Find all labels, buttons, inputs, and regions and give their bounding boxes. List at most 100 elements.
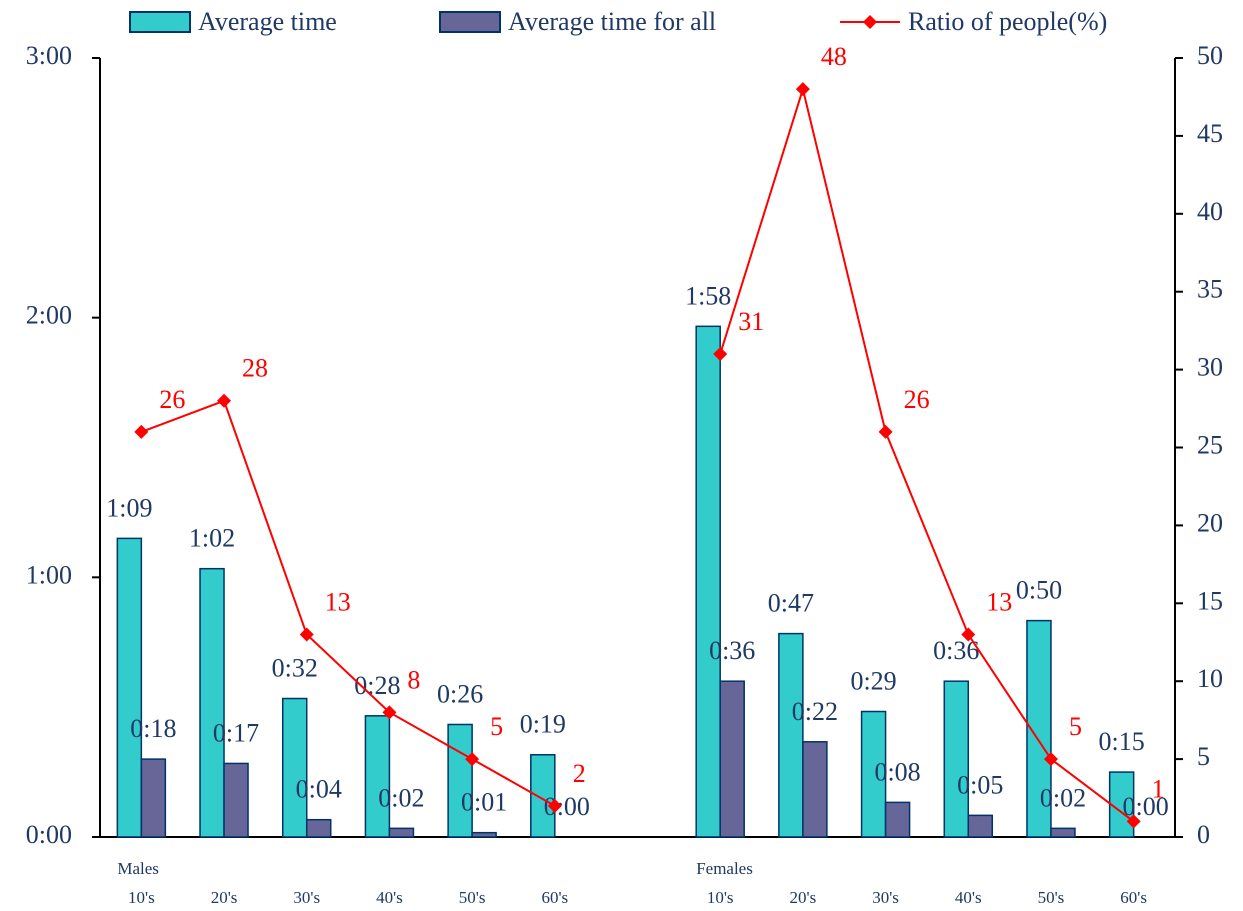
ratio-label: 8 bbox=[407, 665, 420, 694]
bar bbox=[388, 827, 415, 838]
bar bbox=[116, 537, 143, 838]
group-label: Females bbox=[696, 859, 753, 878]
y-tick-label: 0:00 bbox=[26, 820, 72, 849]
bar bbox=[860, 710, 887, 838]
value-label: 0:22 bbox=[792, 697, 838, 726]
ratio-label: 31 bbox=[738, 307, 764, 336]
ratio-label: 5 bbox=[490, 712, 503, 741]
value-label: 0:08 bbox=[874, 757, 920, 786]
value-label: 1:02 bbox=[189, 524, 235, 553]
value-label: 0:19 bbox=[520, 710, 566, 739]
y2-tick-label: 50 bbox=[1197, 41, 1223, 70]
bar bbox=[281, 697, 308, 838]
line-marker bbox=[1126, 814, 1141, 829]
y2-tick-label: 20 bbox=[1197, 508, 1223, 537]
legend-label: Average time bbox=[198, 7, 337, 36]
y-tick-label: 3:00 bbox=[26, 41, 72, 70]
value-label: 0:01 bbox=[461, 788, 507, 817]
y2-tick-label: 15 bbox=[1197, 586, 1223, 615]
y2-tick-label: 40 bbox=[1197, 197, 1223, 226]
x-tick-label: 30's bbox=[872, 888, 899, 907]
bar bbox=[778, 632, 804, 838]
value-label: 0:18 bbox=[130, 714, 176, 743]
y2-tick-label: 0 bbox=[1197, 820, 1210, 849]
line-marker bbox=[465, 752, 480, 767]
legend-label: Average time for all bbox=[508, 7, 716, 36]
x-tick-label: 60's bbox=[541, 888, 568, 907]
value-label: 1:09 bbox=[106, 493, 152, 522]
value-label: 0:50 bbox=[1016, 576, 1062, 605]
x-tick-label: 20's bbox=[790, 888, 817, 907]
value-label: 0:05 bbox=[957, 770, 1003, 799]
x-tick-label: 60's bbox=[1120, 888, 1147, 907]
line-marker bbox=[795, 82, 810, 97]
line-marker bbox=[547, 798, 562, 813]
group-label: Males bbox=[117, 859, 159, 878]
bar bbox=[1108, 771, 1135, 838]
bar bbox=[719, 680, 745, 838]
y2-tick-label: 35 bbox=[1197, 275, 1223, 304]
bar bbox=[884, 801, 911, 838]
y-tick-label: 2:00 bbox=[26, 301, 72, 330]
x-tick-label: 50's bbox=[459, 888, 486, 907]
y-tick-label: 1:00 bbox=[26, 560, 72, 589]
value-label: 0:00 bbox=[1123, 792, 1169, 821]
legend-swatch bbox=[439, 11, 501, 33]
bar bbox=[943, 680, 970, 838]
line-marker bbox=[878, 424, 893, 439]
legend-swatch bbox=[863, 15, 877, 29]
bar bbox=[530, 754, 556, 838]
legend-swatch bbox=[129, 11, 191, 33]
ratio-label: 5 bbox=[1069, 712, 1082, 741]
bar bbox=[140, 758, 167, 838]
ratio-label: 26 bbox=[159, 385, 185, 414]
line-marker bbox=[1043, 752, 1058, 767]
y2-tick-label: 45 bbox=[1197, 119, 1223, 148]
value-label: 0:47 bbox=[768, 589, 814, 618]
y2-tick-label: 5 bbox=[1197, 742, 1210, 771]
ratio-label: 13 bbox=[986, 587, 1012, 616]
bar bbox=[199, 567, 225, 838]
x-tick-label: 10's bbox=[128, 888, 155, 907]
value-label: 0:15 bbox=[1099, 727, 1145, 756]
y2-tick-label: 10 bbox=[1197, 664, 1223, 693]
value-label: 0:32 bbox=[272, 653, 318, 682]
bar bbox=[364, 715, 391, 838]
ratio-label: 26 bbox=[904, 385, 930, 414]
bar bbox=[695, 325, 721, 838]
x-tick-label: 40's bbox=[955, 888, 982, 907]
value-label: 0:26 bbox=[437, 679, 483, 708]
value-label: 0:36 bbox=[709, 636, 755, 665]
bar bbox=[223, 762, 249, 838]
value-label: 0:02 bbox=[378, 783, 424, 812]
line-marker bbox=[134, 424, 149, 439]
line-marker bbox=[299, 627, 314, 642]
line-marker bbox=[217, 393, 232, 408]
line bbox=[140, 85, 1135, 823]
value-label: 0:02 bbox=[1040, 783, 1086, 812]
legend-label: Ratio of people(%) bbox=[908, 7, 1107, 36]
bar bbox=[305, 818, 332, 838]
value-label: 0:29 bbox=[850, 666, 896, 695]
line-marker bbox=[382, 705, 397, 720]
ratio-label: 1 bbox=[1152, 774, 1165, 803]
x-tick-label: 10's bbox=[707, 888, 734, 907]
x-tick-label: 20's bbox=[211, 888, 238, 907]
bar bbox=[471, 831, 497, 838]
bar bbox=[1050, 827, 1076, 838]
value-label: 0:17 bbox=[213, 718, 259, 747]
ratio-label: 28 bbox=[242, 354, 268, 383]
line-marker bbox=[961, 627, 976, 642]
ratio-label: 2 bbox=[573, 759, 586, 788]
bar bbox=[447, 723, 473, 838]
x-tick-label: 40's bbox=[376, 888, 403, 907]
y2-tick-label: 30 bbox=[1197, 353, 1223, 382]
bar bbox=[967, 814, 994, 838]
ratio-label: 13 bbox=[325, 587, 351, 616]
y2-tick-label: 25 bbox=[1197, 430, 1223, 459]
x-tick-label: 30's bbox=[293, 888, 320, 907]
value-label: 1:58 bbox=[685, 281, 731, 310]
line-marker bbox=[713, 347, 728, 362]
x-tick-label: 50's bbox=[1038, 888, 1065, 907]
